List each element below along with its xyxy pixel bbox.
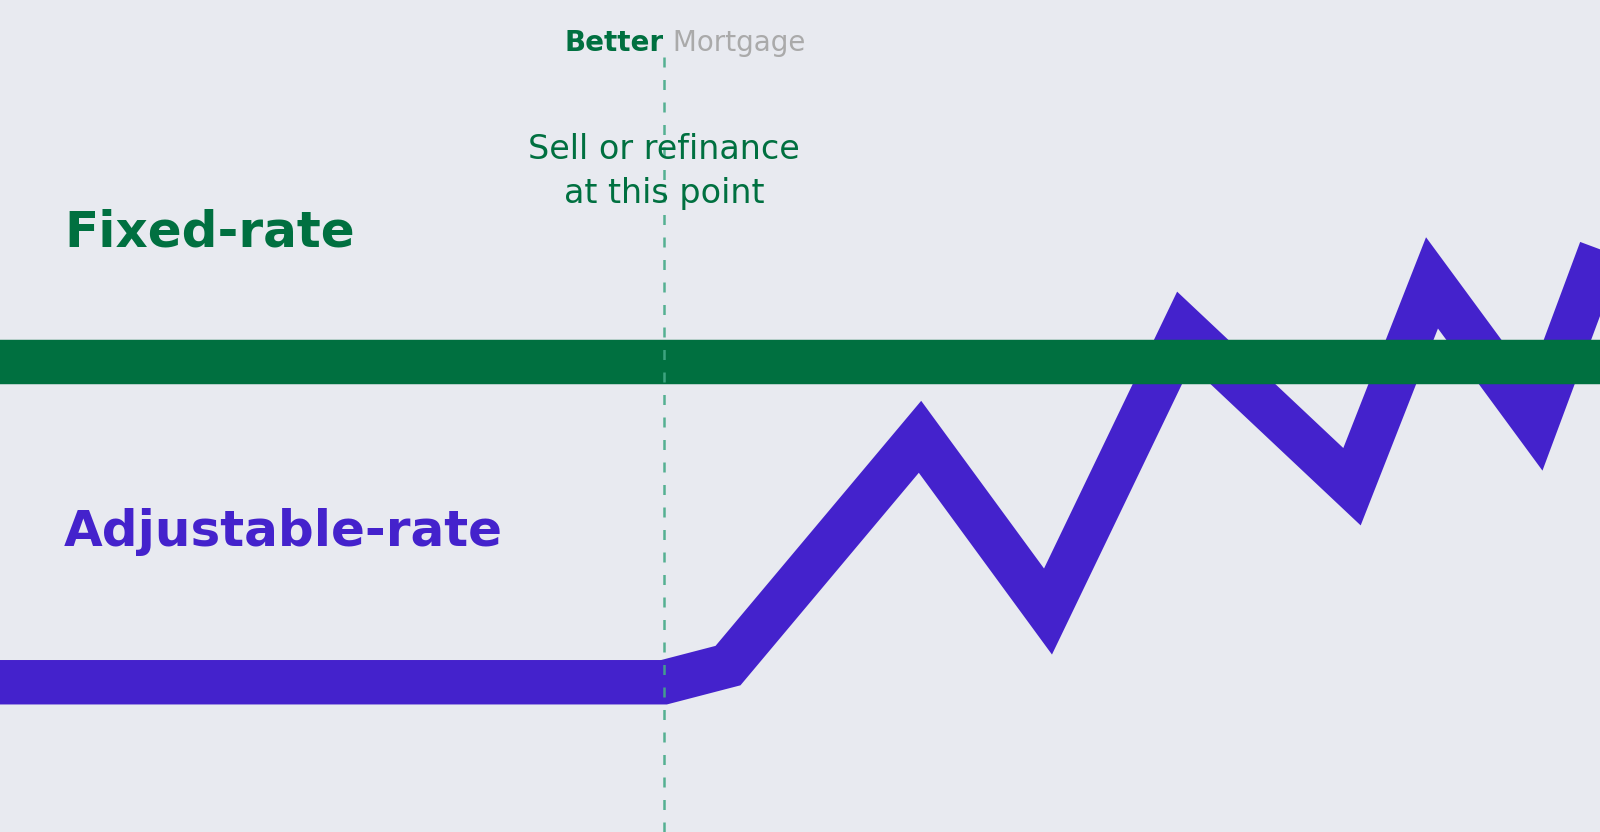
Text: Sell or refinance
at this point: Sell or refinance at this point bbox=[528, 133, 800, 210]
Text: Better: Better bbox=[565, 29, 664, 57]
Text: Mortgage: Mortgage bbox=[664, 29, 805, 57]
Text: Fixed-rate: Fixed-rate bbox=[64, 209, 355, 257]
Text: Adjustable-rate: Adjustable-rate bbox=[64, 508, 502, 557]
